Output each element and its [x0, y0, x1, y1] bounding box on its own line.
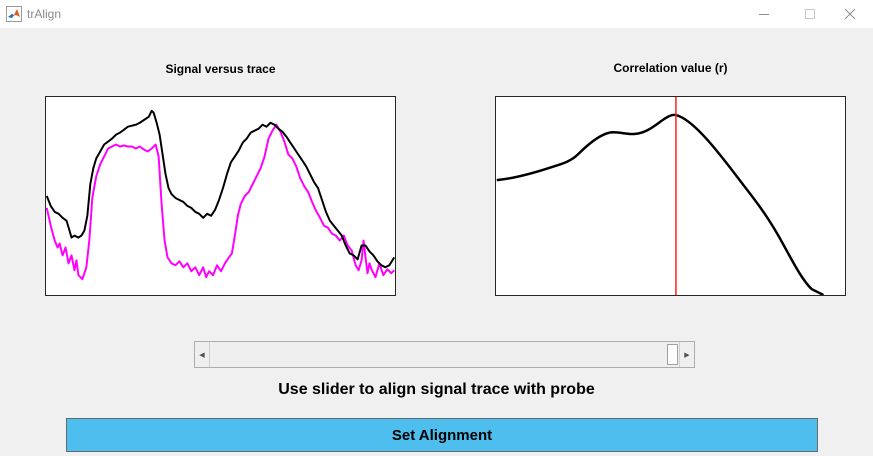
minimize-button[interactable]	[741, 0, 787, 28]
set-alignment-button[interactable]: Set Alignment	[66, 418, 818, 452]
signal-line	[46, 109, 395, 269]
minimize-icon	[759, 14, 769, 15]
trace-line	[46, 123, 395, 281]
triangle-right-icon: ▶	[684, 351, 690, 359]
slider-left-arrow[interactable]: ◀	[195, 342, 210, 367]
matlab-icon	[6, 6, 22, 22]
slider-thumb[interactable]	[667, 344, 678, 365]
correlation-axes-title: Correlation value (r)	[613, 61, 728, 75]
close-button[interactable]	[827, 0, 873, 28]
correlation-curve	[496, 113, 825, 295]
correlation-plot	[495, 96, 846, 296]
slider-right-arrow[interactable]: ▶	[679, 342, 694, 367]
triangle-left-icon: ◀	[199, 351, 205, 359]
maximize-button[interactable]	[787, 0, 833, 28]
maximize-icon	[805, 9, 815, 19]
signal-versus-trace-plot	[45, 96, 396, 296]
title-bar: trAlign	[0, 0, 873, 28]
close-icon	[845, 9, 855, 19]
instruction-text: Use slider to align signal trace with pr…	[278, 381, 595, 398]
window-title: trAlign	[27, 7, 62, 21]
alignment-slider[interactable]: ◀ ▶	[194, 341, 695, 368]
signal-axes-title: Signal versus trace	[165, 62, 276, 76]
